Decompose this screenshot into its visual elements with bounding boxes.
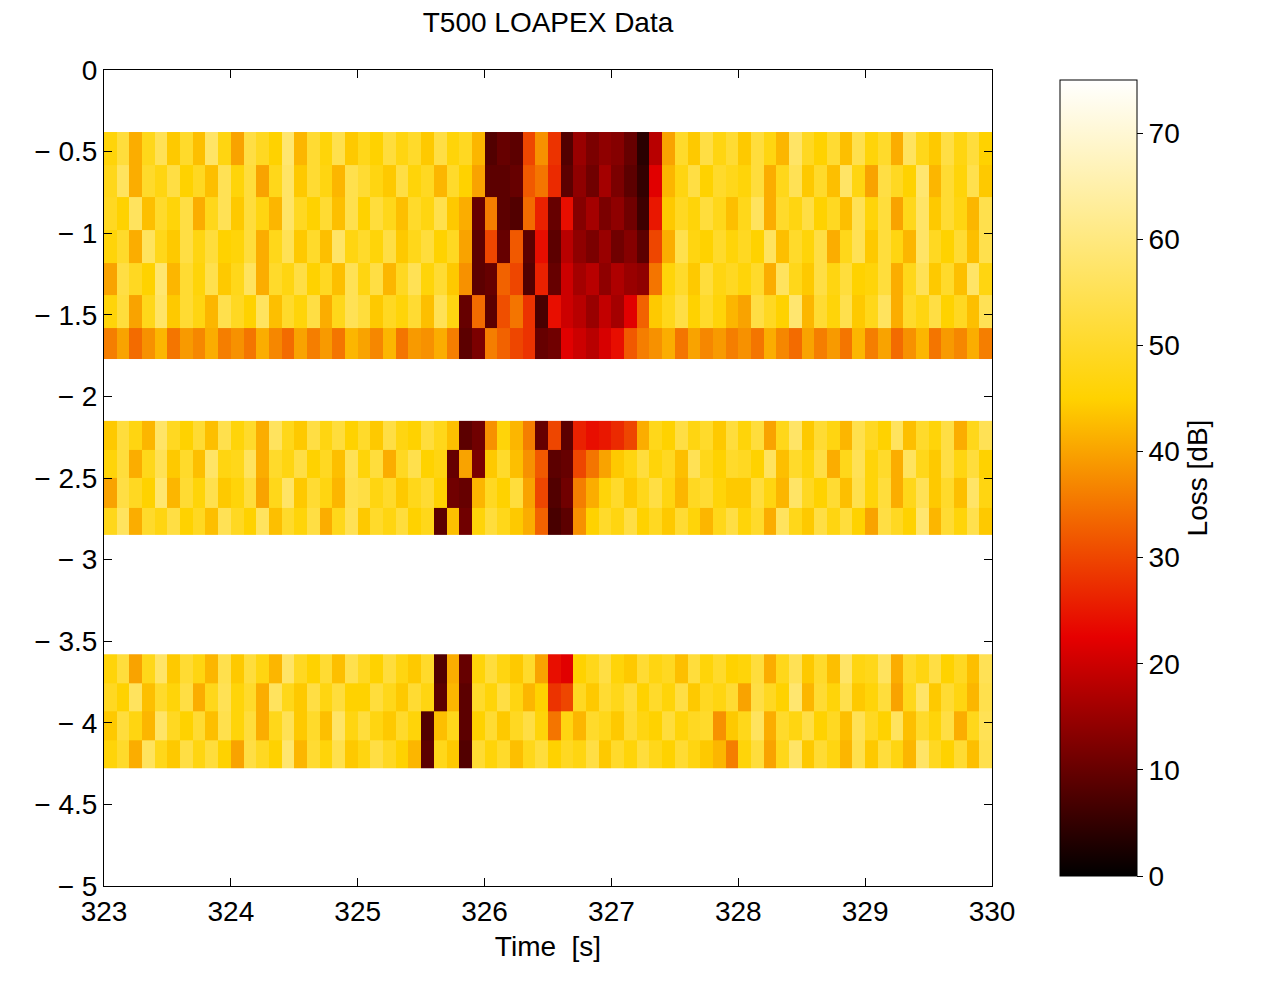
svg-text:324: 324 <box>208 896 255 927</box>
svg-text:0: 0 <box>82 55 98 86</box>
svg-text:50: 50 <box>1149 330 1180 361</box>
svg-text:10: 10 <box>1149 755 1180 786</box>
svg-text:60: 60 <box>1149 224 1180 255</box>
svg-text:0: 0 <box>1149 861 1165 892</box>
svg-text:20: 20 <box>1149 649 1180 680</box>
svg-text:− 0.5: − 0.5 <box>34 136 97 167</box>
svg-text:325: 325 <box>334 896 381 927</box>
svg-text:330: 330 <box>969 896 1016 927</box>
svg-text:− 1: − 1 <box>58 218 98 249</box>
svg-text:− 3.5: − 3.5 <box>34 626 97 657</box>
svg-text:326: 326 <box>461 896 508 927</box>
svg-text:70: 70 <box>1149 118 1180 149</box>
svg-text:− 2.5: − 2.5 <box>34 463 97 494</box>
svg-text:323: 323 <box>81 896 128 927</box>
svg-text:− 1.5: − 1.5 <box>34 300 97 331</box>
svg-text:− 5: − 5 <box>58 871 98 902</box>
svg-text:Loss [dB]: Loss [dB] <box>1182 420 1213 537</box>
svg-text:T500 LOAPEX Data: T500 LOAPEX Data <box>423 7 674 38</box>
svg-text:327: 327 <box>588 896 635 927</box>
svg-text:30: 30 <box>1149 542 1180 573</box>
svg-text:40: 40 <box>1149 436 1180 467</box>
svg-text:− 4.5: − 4.5 <box>34 789 97 820</box>
svg-text:328: 328 <box>715 896 762 927</box>
svg-text:329: 329 <box>842 896 889 927</box>
svg-text:− 4: − 4 <box>58 708 98 739</box>
svg-text:− 3: − 3 <box>58 544 98 575</box>
svg-text:− 2: − 2 <box>58 381 98 412</box>
svg-text:Time [s]: Time [s] <box>495 931 601 962</box>
